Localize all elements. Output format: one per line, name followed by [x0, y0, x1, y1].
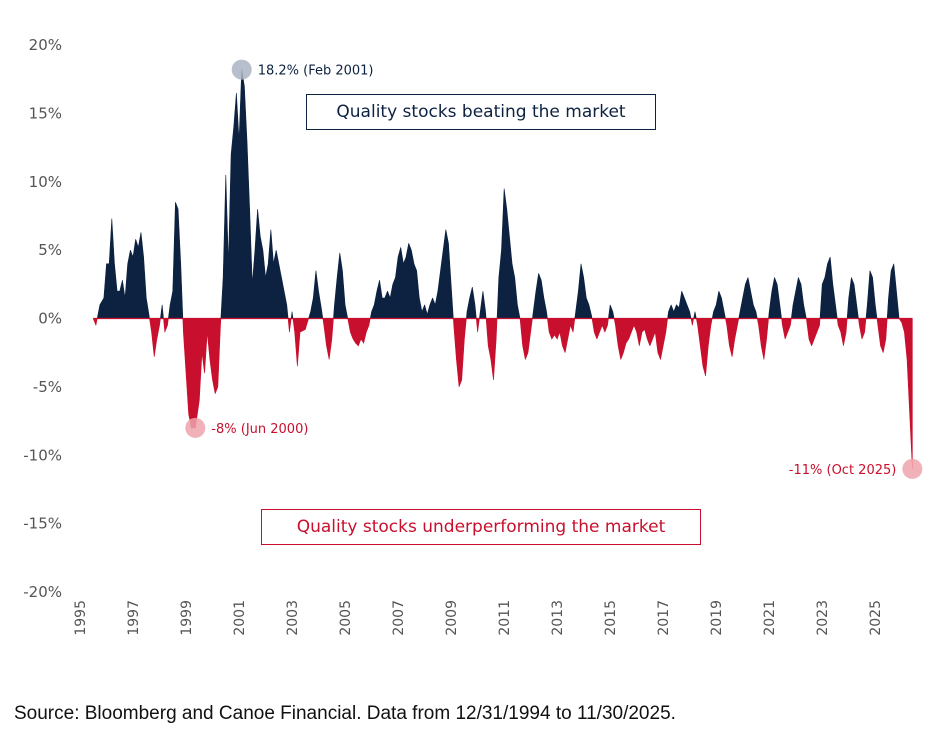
x-tick-label: 2023: [815, 600, 831, 636]
x-tick-label: 2011: [497, 600, 513, 636]
x-tick-label: 2009: [444, 600, 460, 636]
x-tick-label: 1999: [179, 600, 195, 636]
x-tick-label: 2019: [709, 600, 725, 636]
annotation-label: 18.2% (Feb 2001): [258, 64, 374, 79]
y-tick-label: -5%: [33, 378, 62, 396]
y-tick-label: -20%: [23, 583, 62, 601]
x-tick-label: 2007: [391, 600, 407, 636]
positive-area: [96, 69, 900, 319]
annotation-label: -8% (Jun 2000): [211, 422, 308, 437]
positive-region-label: Quality stocks beating the market: [306, 94, 656, 130]
x-tick-label: 1995: [73, 600, 89, 636]
y-tick-label: -10%: [23, 446, 62, 464]
relative-performance-chart: 20%15%10%5%0%-5%-10%-15%-20% 1995 1997 199…: [23, 36, 923, 636]
y-tick-label: 5%: [38, 241, 62, 259]
x-tick-label: 2017: [656, 600, 672, 636]
x-tick-label: 2015: [603, 600, 619, 636]
negative-region-label: Quality stocks underperforming the marke…: [261, 509, 701, 545]
x-axis-ticks: 1995 1997 1999 2001 2003 2005 2007 2009 2011 2013…: [73, 600, 884, 636]
x-tick-label: 2025: [868, 600, 884, 636]
annotation-marker: [231, 59, 252, 80]
y-tick-label: 15%: [29, 104, 62, 122]
annotation-label: -11% (Oct 2025): [789, 463, 897, 478]
y-axis-ticks: 20% 15% 10% 5% 0% -5% -10% -15% -20%: [23, 36, 62, 601]
y-tick-label: -15%: [23, 515, 62, 533]
annotation-marker: [185, 417, 206, 438]
negative-area: [92, 318, 913, 469]
annotation-marker: [902, 458, 923, 479]
x-tick-label: 2013: [550, 600, 566, 636]
x-tick-label: 2001: [232, 600, 248, 636]
y-tick-label: 10%: [29, 173, 62, 191]
annotations: 18.2% (Feb 2001) -8% (Jun 2000) -11% (Oct …: [185, 59, 923, 479]
y-tick-label: 0%: [38, 310, 62, 328]
source-note: Source: Bloomberg and Canoe Financial. D…: [14, 703, 676, 724]
x-tick-label: 2021: [762, 600, 778, 636]
x-tick-label: 2003: [285, 600, 301, 636]
area-series: [92, 69, 913, 469]
x-tick-label: 2005: [338, 600, 354, 636]
y-tick-label: 20%: [29, 36, 62, 54]
x-tick-label: 1997: [126, 600, 142, 636]
